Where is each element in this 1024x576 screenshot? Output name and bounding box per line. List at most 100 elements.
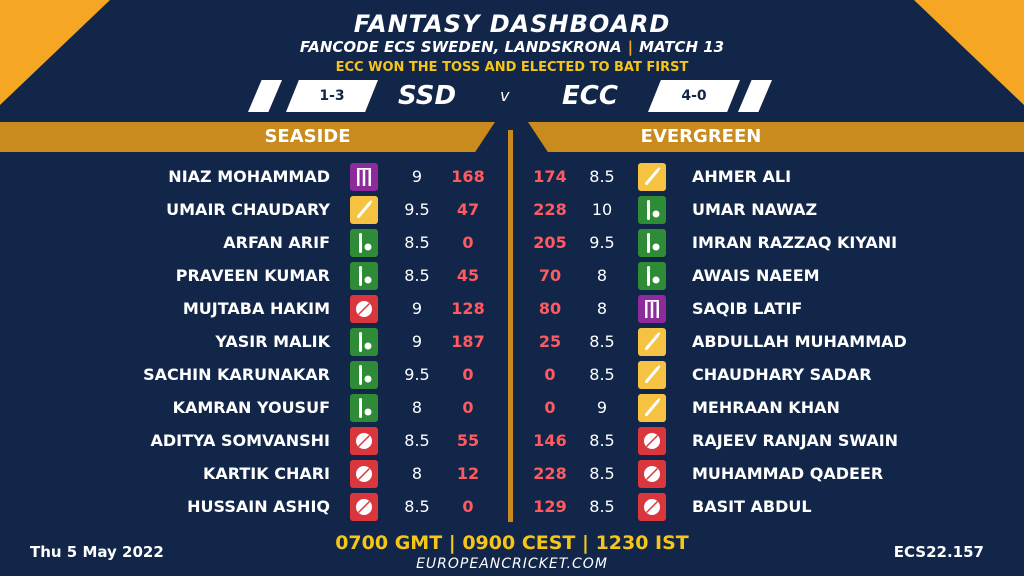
right-player-points: 0: [544, 365, 556, 384]
right-player-credit: 8: [596, 266, 608, 285]
bowler-icon: [350, 493, 378, 521]
right-player-credit: 10: [591, 200, 613, 219]
bowler-icon: [350, 460, 378, 488]
wicketkeeper-icon: [638, 295, 666, 323]
batsman-icon: [638, 328, 666, 356]
right-player-points: 80: [538, 299, 562, 318]
right-player-name: IMRAN RAZZAQ KIYANI: [692, 233, 898, 252]
match-times: 0700 GMT | 0900 CEST | 1230 IST: [335, 532, 689, 554]
bowler-icon: [350, 295, 378, 323]
all-rounder-icon: [350, 262, 378, 290]
left-player-points: 47: [456, 200, 480, 219]
stripe-decoration: [738, 80, 772, 112]
table-row: HUSSAIN ASHIQ 8.5 0 129 8.5 BASIT ABDUL: [0, 490, 1024, 523]
right-player-name: UMAR NAWAZ: [692, 200, 818, 219]
all-rounder-icon: [638, 196, 666, 224]
match-date: Thu 5 May 2022: [30, 543, 164, 561]
left-player-points: 55: [456, 431, 480, 450]
left-player-points: 0: [462, 233, 474, 252]
event-name: FANCODE ECS SWEDEN, LANDSKRONA: [299, 38, 622, 56]
team-name-left: SEASIDE: [0, 122, 495, 152]
corner-decoration-right: [914, 0, 1024, 105]
batsman-icon: [638, 361, 666, 389]
away-record: 4-0: [648, 80, 740, 112]
left-player-name: PRAVEEN KUMAR: [175, 266, 330, 285]
all-rounder-icon: [350, 328, 378, 356]
center-divider: [508, 130, 513, 522]
batsman-icon: [350, 196, 378, 224]
right-player-name: RAJEEV RANJAN SWAIN: [692, 431, 899, 450]
right-player-name: BASIT ABDUL: [692, 497, 812, 516]
left-player-points: 187: [451, 332, 485, 351]
corner-decoration-left: [0, 0, 110, 105]
left-player-name: NIAZ MOHAMMAD: [168, 167, 330, 186]
table-row: SACHIN KARUNAKAR 9.5 0 0 8.5 CHAUDHARY SADAR: [0, 358, 1024, 391]
table-row: ARFAN ARIF 8.5 0 205 9.5 IMRAN RAZZAQ KIYANI: [0, 226, 1024, 259]
table-row: YASIR MALIK 9 187 25 8.5 ABDULLAH MUHAMMAD: [0, 325, 1024, 358]
right-player-points: 129: [533, 497, 567, 516]
left-player-name: SACHIN KARUNAKAR: [143, 365, 330, 384]
left-player-points: 12: [456, 464, 480, 483]
bowler-icon: [638, 460, 666, 488]
right-player-points: 70: [538, 266, 562, 285]
table-row: ADITYA SOMVANSHI 8.5 55 146 8.5 RAJEEV RANJAN…: [0, 424, 1024, 457]
all-rounder-icon: [638, 262, 666, 290]
left-player-credit: 8.5: [404, 497, 430, 516]
right-player-credit: 8.5: [589, 497, 615, 516]
table-row: UMAIR CHAUDARY 9.5 47 228 10 UMAR NAWAZ: [0, 193, 1024, 226]
all-rounder-icon: [350, 394, 378, 422]
right-player-credit: 8.5: [589, 464, 615, 483]
left-player-points: 0: [462, 497, 474, 516]
bowler-icon: [638, 493, 666, 521]
table-row: NIAZ MOHAMMAD 9 168 174 8.5 AHMER ALI: [0, 160, 1024, 193]
right-player-name: CHAUDHARY SADAR: [692, 365, 872, 384]
wicketkeeper-icon: [350, 163, 378, 191]
left-player-credit: 9.5: [404, 200, 430, 219]
stripe-decoration: [248, 80, 282, 112]
all-rounder-icon: [350, 361, 378, 389]
right-player-points: 174: [533, 167, 567, 186]
right-player-credit: 8: [596, 299, 608, 318]
right-player-name: AWAIS NAEEM: [692, 266, 820, 285]
left-player-points: 45: [456, 266, 480, 285]
left-player-name: KARTIK CHARI: [202, 464, 330, 483]
right-player-points: 228: [533, 200, 567, 219]
left-player-name: ARFAN ARIF: [223, 233, 330, 252]
left-player-points: 0: [462, 398, 474, 417]
away-team-code: ECC: [562, 81, 618, 111]
left-player-name: ADITYA SOMVANSHI: [150, 431, 330, 450]
right-player-credit: 8.5: [589, 332, 615, 351]
subtitle-separator: |: [627, 38, 634, 56]
team-name-right: EVERGREEN: [528, 122, 1024, 152]
left-player-name: HUSSAIN ASHIQ: [187, 497, 330, 516]
left-player-credit: 8.5: [404, 266, 430, 285]
table-row: MUJTABA HAKIM 9 128 80 8 SAQIB LATIF: [0, 292, 1024, 325]
all-rounder-icon: [638, 229, 666, 257]
toss-result: ECC WON THE TOSS AND ELECTED TO BAT FIRS…: [335, 60, 689, 75]
right-player-credit: 9: [596, 398, 608, 417]
right-player-name: SAQIB LATIF: [692, 299, 803, 318]
bowler-icon: [350, 427, 378, 455]
right-player-name: AHMER ALI: [692, 167, 792, 186]
right-player-name: MUHAMMAD QADEER: [692, 464, 884, 483]
right-player-name: ABDULLAH MUHAMMAD: [692, 332, 907, 351]
left-player-points: 168: [451, 167, 485, 186]
left-player-credit: 9: [411, 167, 423, 186]
right-player-credit: 8.5: [589, 431, 615, 450]
table-row: KAMRAN YOUSUF 8 0 0 9 MEHRAAN KHAN: [0, 391, 1024, 424]
left-player-points: 0: [462, 365, 474, 384]
scoreboard: 1-3 SSD v ECC 4-0: [0, 80, 1024, 112]
table-row: KARTIK CHARI 8 12 228 8.5 MUHAMMAD QADEER: [0, 457, 1024, 490]
right-player-points: 25: [538, 332, 562, 351]
left-player-credit: 8: [411, 398, 423, 417]
left-player-points: 128: [451, 299, 485, 318]
left-player-credit: 9: [411, 299, 423, 318]
left-player-name: MUJTABA HAKIM: [182, 299, 330, 318]
left-player-name: YASIR MALIK: [215, 332, 330, 351]
left-player-credit: 9.5: [404, 365, 430, 384]
right-player-points: 205: [533, 233, 567, 252]
table-row: PRAVEEN KUMAR 8.5 45 70 8 AWAIS NAEEM: [0, 259, 1024, 292]
graphic-code: ECS22.157: [893, 543, 984, 561]
home-record: 1-3: [286, 80, 378, 112]
page-title: FANTASY DASHBOARD: [353, 10, 671, 38]
